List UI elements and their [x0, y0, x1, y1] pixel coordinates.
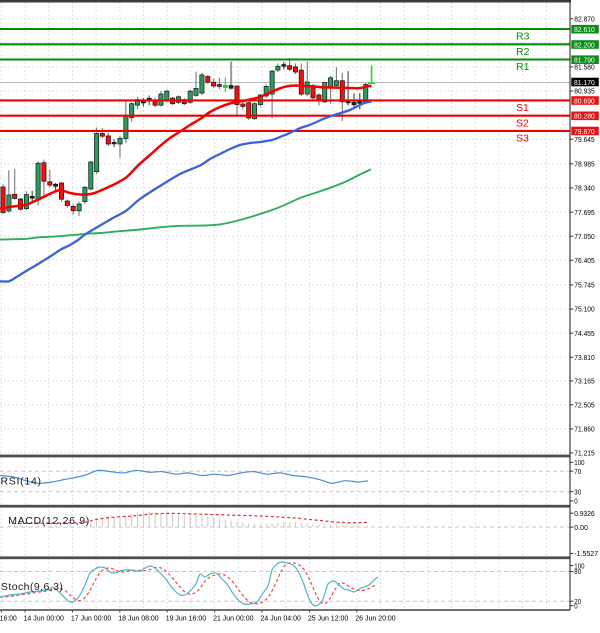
svg-text:100: 100: [574, 561, 584, 570]
svg-text:24 Jun 04:00: 24 Jun 04:00: [261, 613, 301, 622]
svg-text:76.405: 76.405: [574, 256, 594, 265]
svg-text:R1: R1: [516, 61, 530, 73]
svg-text:14 Jun 00:00: 14 Jun 00:00: [24, 613, 64, 622]
svg-text:19 Jun 16:00: 19 Jun 16:00: [166, 613, 206, 622]
svg-text:78.985: 78.985: [574, 160, 594, 169]
svg-text:82.870: 82.870: [574, 14, 594, 23]
svg-text:73.810: 73.810: [574, 353, 594, 362]
svg-text:RSI(14): RSI(14): [1, 476, 42, 488]
svg-text:S3: S3: [516, 133, 529, 145]
svg-text:77.050: 77.050: [574, 232, 594, 241]
svg-text:71.860: 71.860: [574, 425, 594, 434]
svg-text:75.100: 75.100: [574, 305, 594, 314]
svg-text:80.280: 80.280: [574, 112, 595, 121]
svg-text:72.505: 72.505: [574, 401, 594, 410]
svg-text:80: 80: [574, 567, 581, 576]
svg-text:17 Jun 00:00: 17 Jun 00:00: [71, 613, 111, 622]
svg-text:30: 30: [574, 487, 581, 496]
svg-text:80.690: 80.690: [574, 96, 595, 105]
svg-text:75.745: 75.745: [574, 281, 594, 290]
svg-text:82.200: 82.200: [574, 40, 595, 49]
svg-text:77.695: 77.695: [574, 208, 594, 217]
svg-text:81.580: 81.580: [574, 63, 594, 72]
svg-text:20: 20: [574, 597, 581, 606]
svg-text:82.610: 82.610: [574, 25, 595, 34]
svg-text:0.00: 0.00: [574, 523, 588, 532]
svg-text:R3: R3: [516, 31, 530, 43]
svg-text:100: 100: [574, 458, 584, 467]
svg-text:S2: S2: [516, 118, 529, 130]
svg-text:0: 0: [574, 497, 577, 506]
svg-text:16:00: 16:00: [0, 613, 17, 622]
svg-text:0.9326: 0.9326: [574, 509, 594, 518]
svg-text:S1: S1: [516, 102, 529, 114]
svg-text:70: 70: [574, 467, 581, 476]
svg-text:81.790: 81.790: [574, 56, 595, 65]
svg-text:73.165: 73.165: [574, 377, 594, 386]
svg-text:Stoch(9,6,3): Stoch(9,6,3): [1, 581, 63, 593]
svg-text:80.935: 80.935: [574, 87, 594, 96]
svg-text:18 Jun 08:00: 18 Jun 08:00: [118, 613, 158, 622]
svg-text:81.170: 81.170: [574, 78, 595, 87]
svg-text:74.455: 74.455: [574, 329, 594, 338]
svg-text:R2: R2: [516, 46, 530, 58]
svg-text:-1.5527: -1.5527: [574, 549, 598, 558]
svg-text:79.645: 79.645: [574, 135, 594, 144]
svg-text:26 Jun 20:00: 26 Jun 20:00: [355, 613, 395, 622]
svg-text:MACD(12,26,9): MACD(12,26,9): [8, 515, 89, 527]
svg-text:79.870: 79.870: [574, 127, 595, 136]
svg-text:25 Jun 12:00: 25 Jun 12:00: [308, 613, 348, 622]
svg-text:0: 0: [574, 601, 577, 610]
svg-text:78.340: 78.340: [574, 184, 594, 193]
svg-text:21 Jun 00:00: 21 Jun 00:00: [213, 613, 253, 622]
svg-text:71.215: 71.215: [574, 449, 594, 458]
